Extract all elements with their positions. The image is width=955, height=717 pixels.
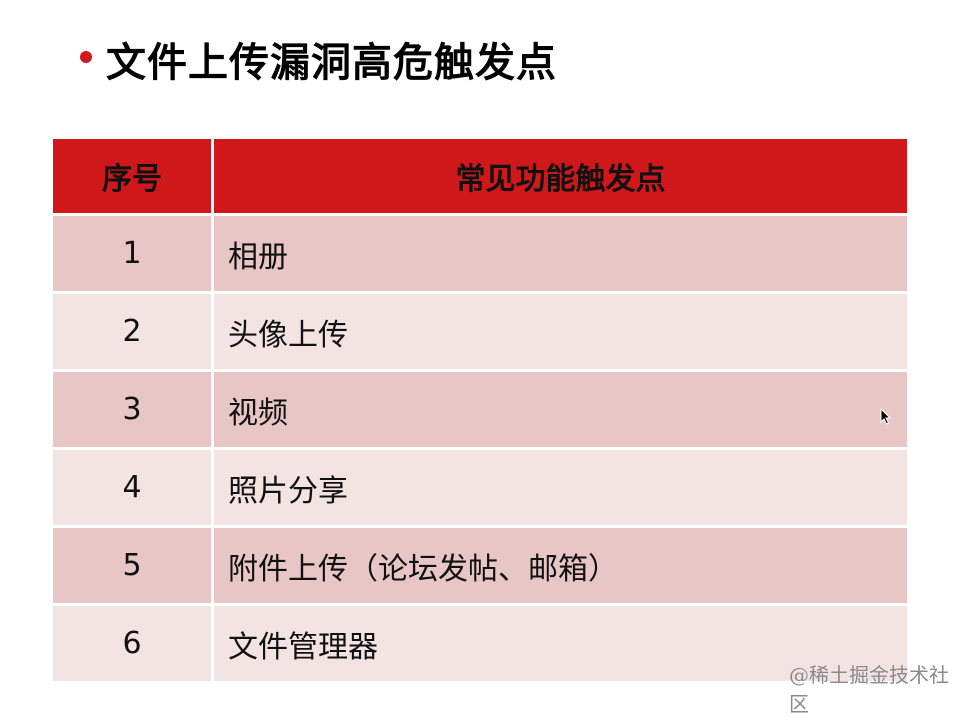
- table-row: 1 相册: [53, 216, 907, 291]
- row-number: 6: [53, 606, 211, 681]
- table-row: 2 头像上传: [53, 294, 907, 369]
- table-row: 5 附件上传（论坛发帖、邮箱）: [53, 528, 907, 603]
- row-number: 3: [53, 372, 211, 447]
- slide-title: 文件上传漏洞高危触发点: [80, 30, 557, 88]
- row-feature: 文件管理器: [214, 606, 907, 681]
- row-number: 1: [53, 216, 211, 291]
- watermark: @稀土掘金技术社区: [789, 663, 949, 716]
- table-header-row: 序号 常见功能触发点: [53, 139, 907, 213]
- title-text: 文件上传漏洞高危触发点: [106, 40, 557, 86]
- trigger-points-table: 序号 常见功能触发点 1 相册 2 头像上传 3 视频 4 照片分享 5 附件上…: [50, 136, 910, 684]
- row-feature: 头像上传: [214, 294, 907, 369]
- row-number: 4: [53, 450, 211, 525]
- row-number: 5: [53, 528, 211, 603]
- header-index: 序号: [53, 139, 211, 213]
- row-feature: 视频: [214, 372, 907, 447]
- table-row: 4 照片分享: [53, 450, 907, 525]
- row-feature: 照片分享: [214, 450, 907, 525]
- table-row: 3 视频: [53, 372, 907, 447]
- mouse-cursor-icon: [880, 408, 892, 425]
- row-feature: 相册: [214, 216, 907, 291]
- table-row: 6 文件管理器: [53, 606, 907, 681]
- row-number: 2: [53, 294, 211, 369]
- bullet-icon: [80, 51, 92, 63]
- row-feature: 附件上传（论坛发帖、邮箱）: [214, 528, 907, 603]
- header-feature: 常见功能触发点: [214, 139, 907, 213]
